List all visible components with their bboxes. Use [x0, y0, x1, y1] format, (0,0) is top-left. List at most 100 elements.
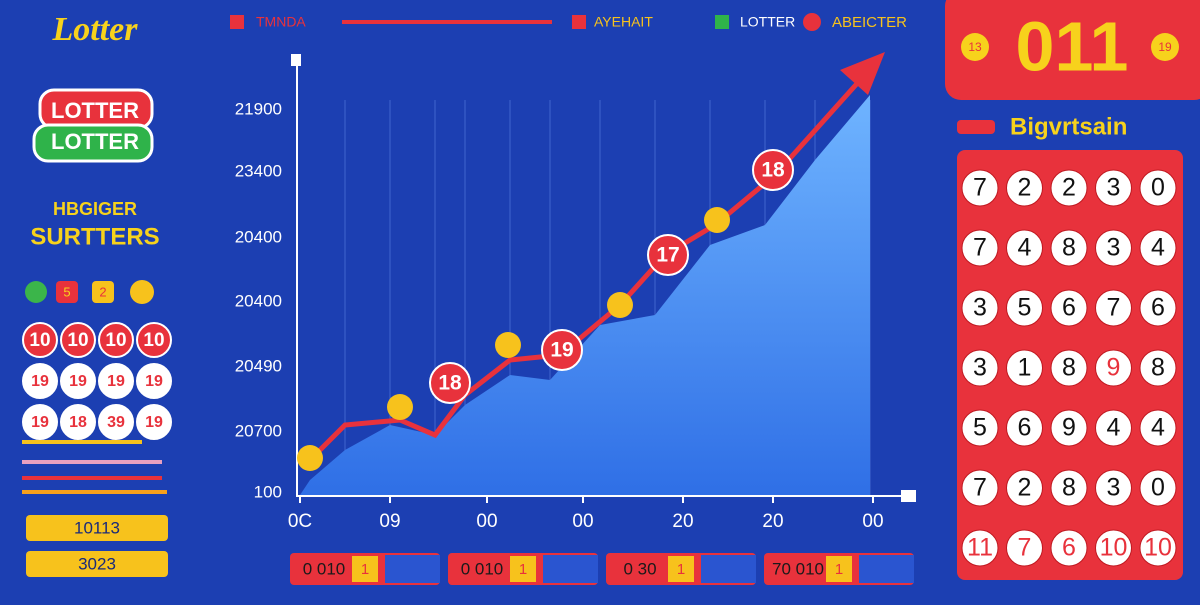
number: 3 — [1107, 234, 1121, 262]
ticket-flag-text: 1 — [835, 561, 843, 578]
badge — [32, 123, 154, 163]
number: 3 — [1107, 174, 1121, 202]
number: 4 — [1107, 414, 1121, 442]
marker — [387, 394, 413, 420]
point-label: 19 — [550, 339, 573, 362]
ball-number: 19 — [31, 414, 49, 431]
y-tick-label: 100 — [254, 482, 282, 501]
ticket-side — [1151, 33, 1179, 61]
number: 5 — [1018, 294, 1032, 322]
logo: Lotter — [52, 11, 139, 48]
point-label: 18 — [761, 159, 785, 182]
number: 10 — [1100, 534, 1128, 562]
chart-labels: 21900 23400 20400 20400 20490 20700 100 0C 09 00 0… — [235, 99, 884, 532]
y-tick-label: 20400 — [235, 291, 282, 310]
ticket-side-text: 19 — [1158, 40, 1172, 54]
ticket-side-text: 13 — [968, 40, 982, 54]
number: 6 — [1018, 414, 1032, 442]
point-label: 17 — [656, 244, 679, 267]
number: 6 — [1151, 294, 1165, 322]
ball — [22, 322, 58, 358]
marker — [297, 445, 323, 471]
ball-number: 10 — [143, 330, 164, 351]
ball-number: 18 — [69, 414, 87, 431]
x-tick-label: 0C — [288, 511, 312, 532]
ticket-info — [859, 555, 914, 583]
number: 9 — [1107, 354, 1121, 382]
number: 8 — [1062, 234, 1076, 262]
badge-text: LOTTER — [51, 98, 139, 123]
number: 2 — [1018, 174, 1032, 202]
button[interactable] — [26, 551, 168, 577]
number: 3 — [973, 294, 987, 322]
ticket-flag-text: 1 — [361, 561, 369, 578]
ball — [60, 363, 96, 399]
number: 6 — [1062, 294, 1076, 322]
x-tick-label: 09 — [379, 511, 400, 532]
number-ball — [1006, 289, 1043, 327]
x-tick-label: 00 — [572, 511, 593, 532]
number: 1 — [1018, 354, 1032, 382]
ball — [22, 363, 58, 399]
number-ball — [1139, 469, 1177, 507]
ticket-number: 0 010 — [303, 559, 346, 578]
number: 8 — [1151, 354, 1165, 382]
number-ball — [961, 469, 999, 507]
button[interactable] — [26, 515, 168, 541]
text-line — [22, 460, 162, 464]
number-ball — [1006, 229, 1043, 267]
ball — [98, 363, 134, 399]
text-line — [22, 490, 167, 494]
point-badge — [752, 149, 794, 191]
marker — [607, 292, 633, 318]
number: 3 — [973, 354, 987, 382]
number: 11 — [967, 534, 993, 562]
heading: HBGIGER — [53, 199, 137, 219]
number-ball — [1095, 409, 1132, 447]
legend-swatch — [803, 13, 821, 31]
number-ball — [1050, 169, 1088, 207]
number-ball — [1139, 289, 1177, 327]
ticket-number: 0 010 — [461, 559, 504, 578]
y-tick-label: 20400 — [235, 227, 282, 246]
icon — [25, 281, 47, 303]
ticket-flag-text: 1 — [519, 561, 527, 578]
number: 4 — [1151, 414, 1165, 442]
number: 2 — [1018, 474, 1032, 502]
y-tick-label: 21900 — [235, 99, 282, 118]
legend-swatch — [715, 15, 729, 29]
number-ball — [1050, 349, 1088, 387]
number-ball — [1006, 409, 1043, 447]
axis-cap — [291, 54, 301, 66]
ball-number: 19 — [69, 373, 87, 390]
ticket-header — [945, 0, 1200, 100]
ball-number: 10 — [29, 330, 50, 351]
legend-text: TMNDA — [256, 14, 306, 30]
number-ball — [961, 289, 999, 327]
marker — [495, 332, 521, 358]
ball-number: 39 — [107, 414, 125, 431]
text-line — [22, 476, 162, 480]
tickets: 0 010 1 0 010 1 0 30 1 70 010 1 — [290, 553, 914, 585]
title-marker — [957, 120, 995, 134]
ball — [136, 363, 172, 399]
legend-swatch — [230, 15, 244, 29]
number: 0 — [1151, 474, 1165, 502]
ticket-number: 0 30 — [623, 559, 656, 578]
number-ball — [961, 349, 999, 387]
ticket-flag — [668, 556, 694, 582]
point-badge — [429, 362, 471, 404]
number: 4 — [1151, 234, 1165, 262]
heading: SURTTERS — [30, 223, 159, 250]
ticket-number: 70 010 — [772, 559, 824, 578]
number-ball — [1139, 529, 1177, 567]
number-grid: 7 2 2 3 0 7 4 8 3 4 3 5 6 7 6 3 1 8 9 8 5 6 9 4 4 7 2 8 3 0 11 7 6 10 10 — [961, 169, 1177, 567]
number: 10 — [1144, 534, 1172, 562]
ball — [136, 322, 172, 358]
legend-line — [342, 20, 552, 24]
legend-text: AYEHAIT — [594, 14, 653, 30]
number: 6 — [1062, 534, 1076, 562]
x-tick-label: 20 — [762, 511, 783, 532]
point-badge — [647, 234, 689, 276]
number-ball — [1095, 529, 1132, 567]
